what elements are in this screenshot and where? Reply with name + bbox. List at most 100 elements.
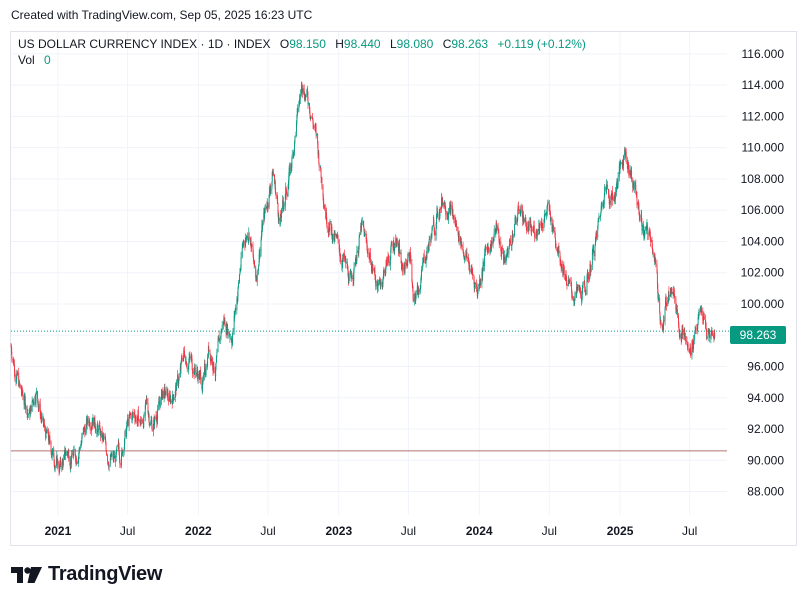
candle-body <box>306 90 308 95</box>
candle-body <box>549 211 551 221</box>
candle-body <box>332 233 334 240</box>
candle-body <box>570 281 572 286</box>
candle-body <box>209 349 211 354</box>
candle-body <box>201 380 203 389</box>
candle-body <box>686 340 688 346</box>
candle <box>44 418 45 432</box>
candle-body <box>87 418 89 421</box>
candle-body <box>149 422 150 425</box>
candle-body <box>86 418 88 425</box>
candle-body <box>516 221 518 224</box>
candle-body <box>84 428 86 435</box>
candle <box>596 230 598 240</box>
candle <box>386 256 387 267</box>
candle-body <box>340 258 342 262</box>
tradingview-brand[interactable]: TradingView <box>11 563 162 586</box>
candle-body <box>349 275 351 279</box>
candle <box>412 293 414 303</box>
candle-body <box>567 283 569 286</box>
candle <box>59 466 61 472</box>
candle-body <box>301 87 303 90</box>
candle <box>24 394 26 408</box>
candle-body <box>131 415 133 420</box>
candle-body <box>700 310 701 312</box>
candle <box>245 233 247 248</box>
candle-body <box>555 242 557 248</box>
candle <box>122 450 124 457</box>
candle-body <box>584 281 586 288</box>
candle-body <box>283 205 285 208</box>
candle <box>184 346 185 359</box>
candle <box>302 84 304 95</box>
candle-body <box>514 217 516 225</box>
candle-body <box>234 315 235 317</box>
candle <box>399 249 401 255</box>
candle <box>70 456 72 473</box>
candles <box>10 81 716 476</box>
candle <box>269 183 271 194</box>
candle <box>466 255 468 262</box>
candle-body <box>508 249 510 255</box>
candle-body <box>589 263 591 270</box>
candle <box>481 268 483 289</box>
candle <box>146 396 148 404</box>
candle <box>102 434 104 443</box>
candle-body <box>603 196 605 205</box>
candle-body <box>252 246 254 255</box>
candle <box>435 222 437 241</box>
candle-body <box>371 262 372 272</box>
candle-body <box>436 214 437 225</box>
candle <box>464 255 466 264</box>
candle-body <box>252 254 254 260</box>
candle <box>116 444 118 448</box>
candle <box>322 193 324 210</box>
candle <box>134 410 136 425</box>
candle-body <box>286 190 287 194</box>
candle-body <box>379 278 381 284</box>
candle <box>366 234 367 242</box>
candle-body <box>414 293 416 297</box>
candle-body <box>244 243 246 246</box>
candle-body <box>436 207 438 214</box>
candle <box>121 448 123 455</box>
candle-body <box>290 164 292 167</box>
candle-body <box>503 260 505 262</box>
candle-body <box>137 410 139 421</box>
candle-body <box>610 196 612 205</box>
symbol-title[interactable]: US DOLLAR CURRENCY INDEX · 1D · INDEX <box>18 37 271 51</box>
candle <box>349 270 351 282</box>
candle <box>536 228 538 241</box>
candle-body <box>526 226 528 231</box>
candle-body <box>277 199 279 204</box>
candle <box>525 217 527 227</box>
candle <box>711 330 713 337</box>
candle-body <box>352 280 354 282</box>
candle-body <box>636 193 638 198</box>
candle <box>382 276 384 288</box>
candle-body <box>107 455 109 462</box>
candle <box>514 214 516 225</box>
candle <box>668 286 670 297</box>
candle-body <box>302 88 304 94</box>
candle-body <box>111 455 113 457</box>
candle-body <box>267 205 269 208</box>
candle-body <box>221 324 223 330</box>
candle-body <box>381 282 383 285</box>
candle-body <box>466 252 468 257</box>
candle <box>406 258 407 267</box>
candle <box>495 226 497 238</box>
candle <box>608 189 610 199</box>
candle-body <box>430 234 432 242</box>
candle-body <box>710 336 712 339</box>
candle <box>387 256 389 267</box>
candle-body <box>559 261 561 263</box>
candle-body <box>139 419 141 424</box>
candle-body <box>462 246 464 253</box>
candle <box>468 257 470 271</box>
candle-body <box>506 254 508 256</box>
candle-body <box>700 308 702 313</box>
candle <box>503 257 505 264</box>
candle-body <box>239 274 240 283</box>
candle-body <box>69 459 71 466</box>
